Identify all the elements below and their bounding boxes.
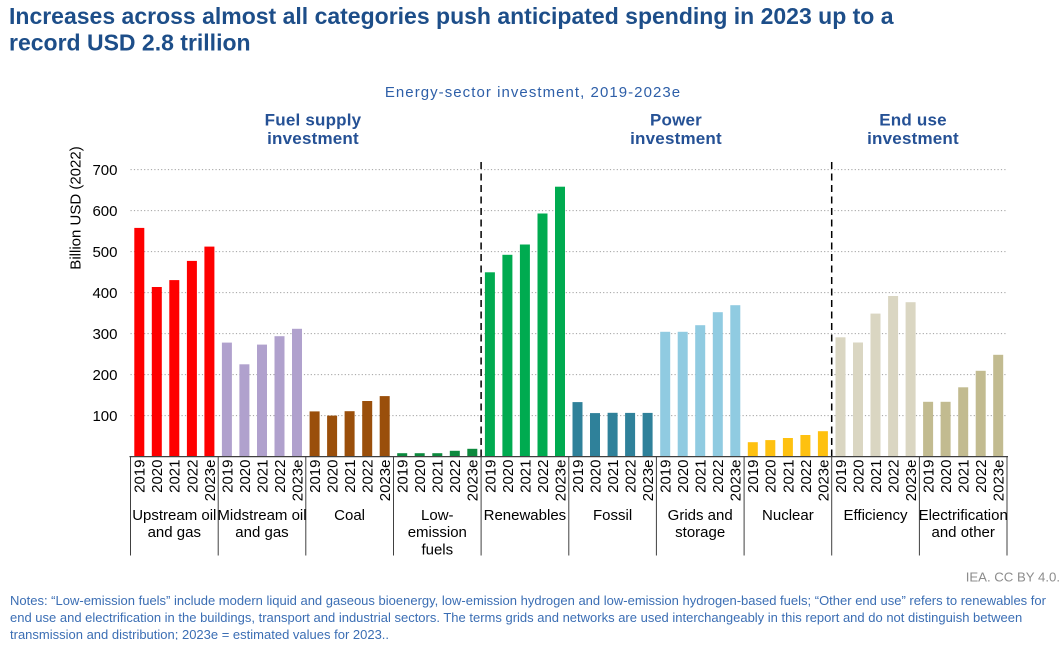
svg-text:End use: End use [879,111,947,130]
svg-text:2021: 2021 [693,460,710,493]
svg-text:IEA. CC BY 4.0.: IEA. CC BY 4.0. [966,570,1060,585]
svg-text:2023e: 2023e [991,460,1008,502]
svg-text:Coal: Coal [334,507,365,524]
svg-text:2022: 2022 [798,460,815,493]
svg-text:2019: 2019 [132,460,149,493]
svg-text:Grids and: Grids and [668,507,733,524]
svg-text:Efficiency: Efficiency [844,507,908,524]
svg-text:2023e: 2023e [815,460,832,502]
svg-text:2020: 2020 [237,460,254,493]
svg-text:2020: 2020 [938,460,955,493]
svg-text:2023e: 2023e [465,460,482,502]
svg-text:investment: investment [630,129,722,148]
svg-text:emission: emission [408,524,467,541]
svg-text:100: 100 [92,408,117,425]
svg-text:Increases across almost all ca: Increases across almost all categories p… [9,3,894,29]
svg-text:transmission and distribution;: transmission and distribution; 2023e = e… [10,627,389,640]
svg-text:2020: 2020 [500,460,517,493]
svg-text:Renewables: Renewables [484,507,567,524]
svg-text:2020: 2020 [149,460,166,493]
svg-text:fuels: fuels [421,541,453,558]
svg-text:2023e: 2023e [377,460,394,502]
svg-text:2019: 2019 [219,460,236,493]
svg-text:Midstream oil: Midstream oil [217,507,306,524]
svg-text:2023e: 2023e [640,460,657,502]
svg-text:and other: and other [932,524,995,541]
svg-text:2022: 2022 [447,460,464,493]
svg-text:2019: 2019 [833,460,850,493]
svg-text:Fossil: Fossil [593,507,632,524]
svg-text:Nuclear: Nuclear [762,507,814,524]
svg-text:investment: investment [267,129,359,148]
svg-text:Low-: Low- [421,507,454,524]
svg-text:2021: 2021 [956,460,973,493]
svg-text:and gas: and gas [235,524,288,541]
svg-text:2022: 2022 [973,460,990,493]
svg-text:2022: 2022 [272,460,289,493]
svg-text:2022: 2022 [535,460,552,493]
svg-text:Energy-sector investment, 2019: Energy-sector investment, 2019-2023e [385,84,681,101]
svg-text:2019: 2019 [658,460,675,493]
svg-text:2023e: 2023e [552,460,569,502]
svg-text:2019: 2019 [307,460,324,493]
svg-text:2019: 2019 [482,460,499,493]
svg-text:2020: 2020 [412,460,429,493]
svg-text:300: 300 [92,326,117,343]
svg-text:2023e: 2023e [289,460,306,502]
svg-text:record USD 2.8 trillion: record USD 2.8 trillion [9,30,251,56]
svg-text:2019: 2019 [395,460,412,493]
svg-text:2022: 2022 [184,460,201,493]
svg-text:700: 700 [92,162,117,179]
svg-text:2020: 2020 [763,460,780,493]
svg-text:2019: 2019 [921,460,938,493]
svg-text:2021: 2021 [430,460,447,493]
svg-text:Electrification: Electrification [919,507,1008,524]
svg-text:2019: 2019 [570,460,587,493]
svg-text:Fuel supply: Fuel supply [265,111,362,130]
svg-text:500: 500 [92,244,117,261]
svg-text:2019: 2019 [745,460,762,493]
svg-text:investment: investment [867,129,959,148]
svg-text:2023e: 2023e [728,460,745,502]
svg-text:2022: 2022 [623,460,640,493]
svg-text:2021: 2021 [342,460,359,493]
svg-text:400: 400 [92,285,117,302]
svg-text:2020: 2020 [325,460,342,493]
svg-text:2020: 2020 [850,460,867,493]
svg-text:2022: 2022 [360,460,377,493]
svg-text:2021: 2021 [517,460,534,493]
svg-text:2020: 2020 [587,460,604,493]
svg-text:Notes: “Low-emission fuels” in: Notes: “Low-emission fuels” include mode… [10,593,1047,608]
svg-text:Upstream oil: Upstream oil [132,507,216,524]
svg-text:2023e: 2023e [202,460,219,502]
svg-text:Power: Power [650,111,702,130]
svg-text:Billion USD (2022): Billion USD (2022) [68,146,85,269]
svg-text:end use and electrification in: end use and electrification in the build… [10,610,1022,625]
svg-text:2022: 2022 [710,460,727,493]
svg-text:2021: 2021 [780,460,797,493]
svg-text:2023e: 2023e [903,460,920,502]
svg-text:2021: 2021 [868,460,885,493]
svg-text:600: 600 [92,203,117,220]
svg-text:storage: storage [675,524,725,541]
svg-text:2020: 2020 [675,460,692,493]
svg-text:200: 200 [92,367,117,384]
svg-text:and gas: and gas [148,524,201,541]
svg-text:2021: 2021 [167,460,184,493]
svg-text:2022: 2022 [886,460,903,493]
svg-text:2021: 2021 [605,460,622,493]
svg-text:2021: 2021 [254,460,271,493]
